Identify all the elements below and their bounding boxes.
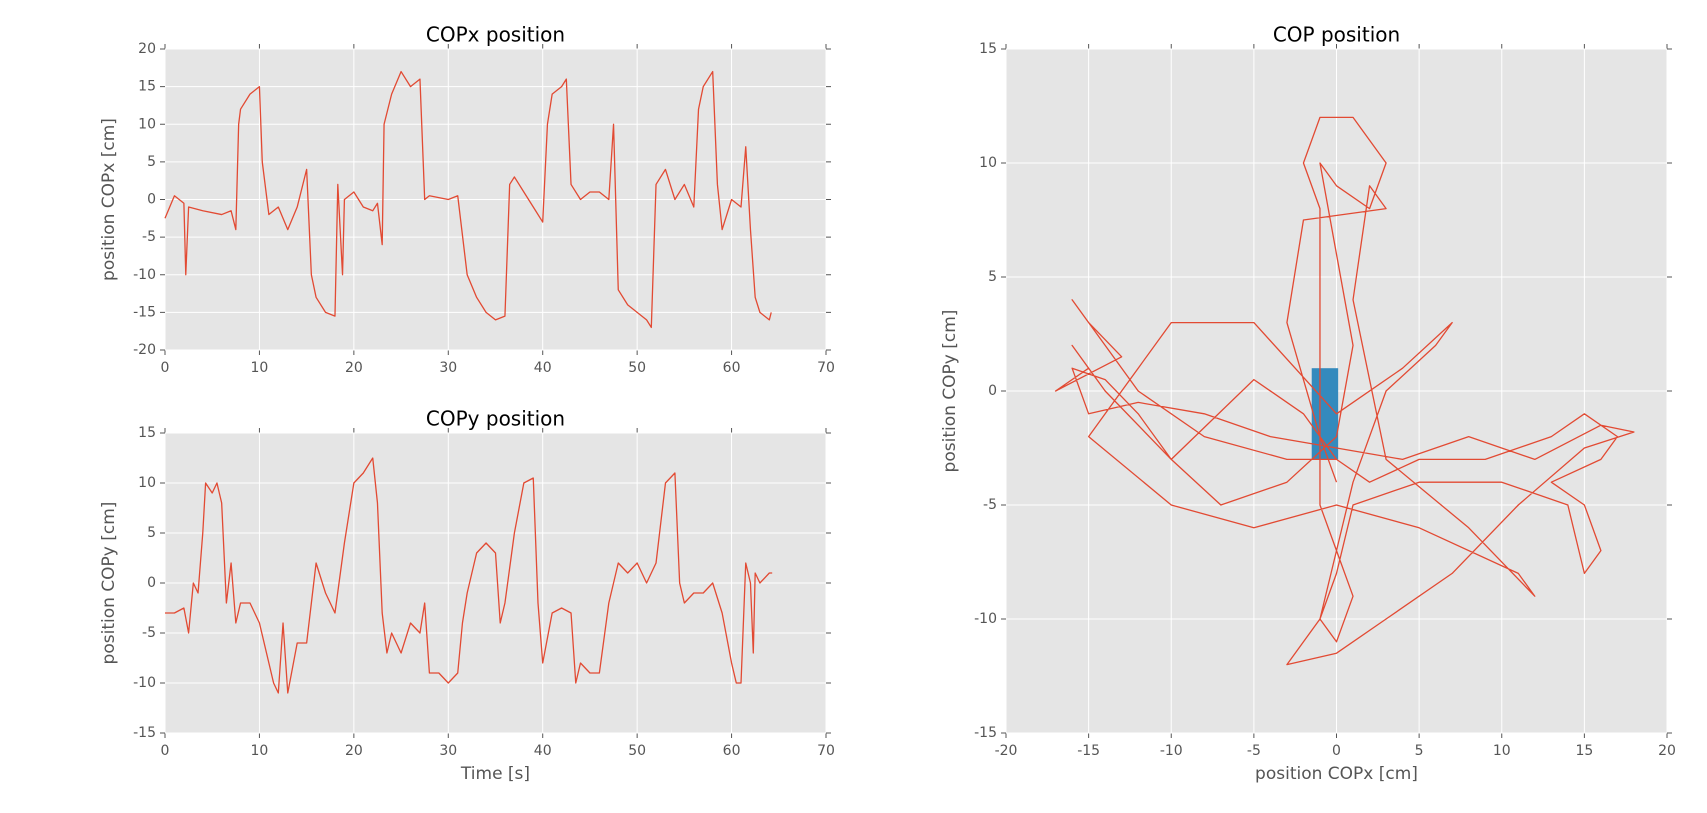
y-tick-label: 20 (138, 41, 156, 57)
y-tick-label: -15 (133, 304, 156, 320)
x-tick-label: 60 (723, 743, 741, 759)
y-tick-label: -5 (983, 497, 997, 513)
x-tick-label: 50 (628, 743, 646, 759)
x-tick-label: 10 (251, 360, 269, 376)
x-tick-label: 10 (251, 743, 269, 759)
y-tick-label: -15 (974, 725, 997, 741)
y-tick-label: 5 (988, 269, 997, 285)
y-tick-label: 10 (138, 116, 156, 132)
y-tick-label: 15 (979, 41, 997, 57)
data-line (164, 70, 772, 329)
y-tick-label: 15 (138, 79, 156, 95)
x-tick-label: 20 (345, 743, 363, 759)
y-tick-label: 5 (147, 154, 156, 170)
x-tick-label: -5 (1247, 743, 1261, 759)
x-tick-label: -20 (995, 743, 1018, 759)
y-tick-label: -10 (133, 267, 156, 283)
x-tick-label: 30 (439, 360, 457, 376)
x-tick-label: 0 (161, 360, 170, 376)
y-tick-label: -10 (133, 675, 156, 691)
chart-title: COP position (1273, 23, 1400, 47)
x-tick-label: -15 (1077, 743, 1100, 759)
x-tick-label: 30 (439, 743, 457, 759)
y-tick-label: -20 (133, 342, 156, 358)
y-tick-label: -15 (133, 725, 156, 741)
y-tick-label: 0 (147, 192, 156, 208)
x-tick-label: 60 (723, 360, 741, 376)
x-tick-label: 70 (817, 360, 835, 376)
y-tick-label: 0 (147, 575, 156, 591)
y-tick-label: 10 (138, 475, 156, 491)
chart-title: COPy position (426, 407, 565, 431)
y-axis-label: position COPx [cm] (99, 118, 119, 281)
x-tick-label: 0 (161, 743, 170, 759)
data-line (165, 457, 773, 694)
y-tick-label: 15 (138, 425, 156, 441)
y-tick-label: -5 (142, 625, 156, 641)
y-tick-label: 0 (988, 383, 997, 399)
y-tick-label: 5 (147, 525, 156, 541)
x-tick-label: 15 (1575, 743, 1593, 759)
x-axis-label: Time [s] (460, 764, 530, 784)
x-tick-label: 5 (1415, 743, 1424, 759)
x-tick-label: 40 (534, 743, 552, 759)
chart-title: COPx position (426, 23, 565, 47)
x-tick-label: 70 (817, 743, 835, 759)
y-tick-label: 10 (979, 155, 997, 171)
y-tick-label: -10 (974, 611, 997, 627)
x-tick-label: 50 (628, 360, 646, 376)
x-tick-label: 20 (1658, 743, 1676, 759)
x-tick-label: 0 (1332, 743, 1341, 759)
data-line (1054, 116, 1635, 666)
y-tick-label: -5 (142, 229, 156, 245)
x-tick-label: 40 (534, 360, 552, 376)
x-tick-label: -10 (1160, 743, 1183, 759)
y-axis-label: position COPy [cm] (940, 310, 960, 473)
y-axis-label: position COPy [cm] (99, 502, 119, 665)
x-tick-label: 10 (1493, 743, 1511, 759)
x-axis-label: position COPx [cm] (1255, 764, 1418, 784)
x-tick-label: 20 (345, 360, 363, 376)
